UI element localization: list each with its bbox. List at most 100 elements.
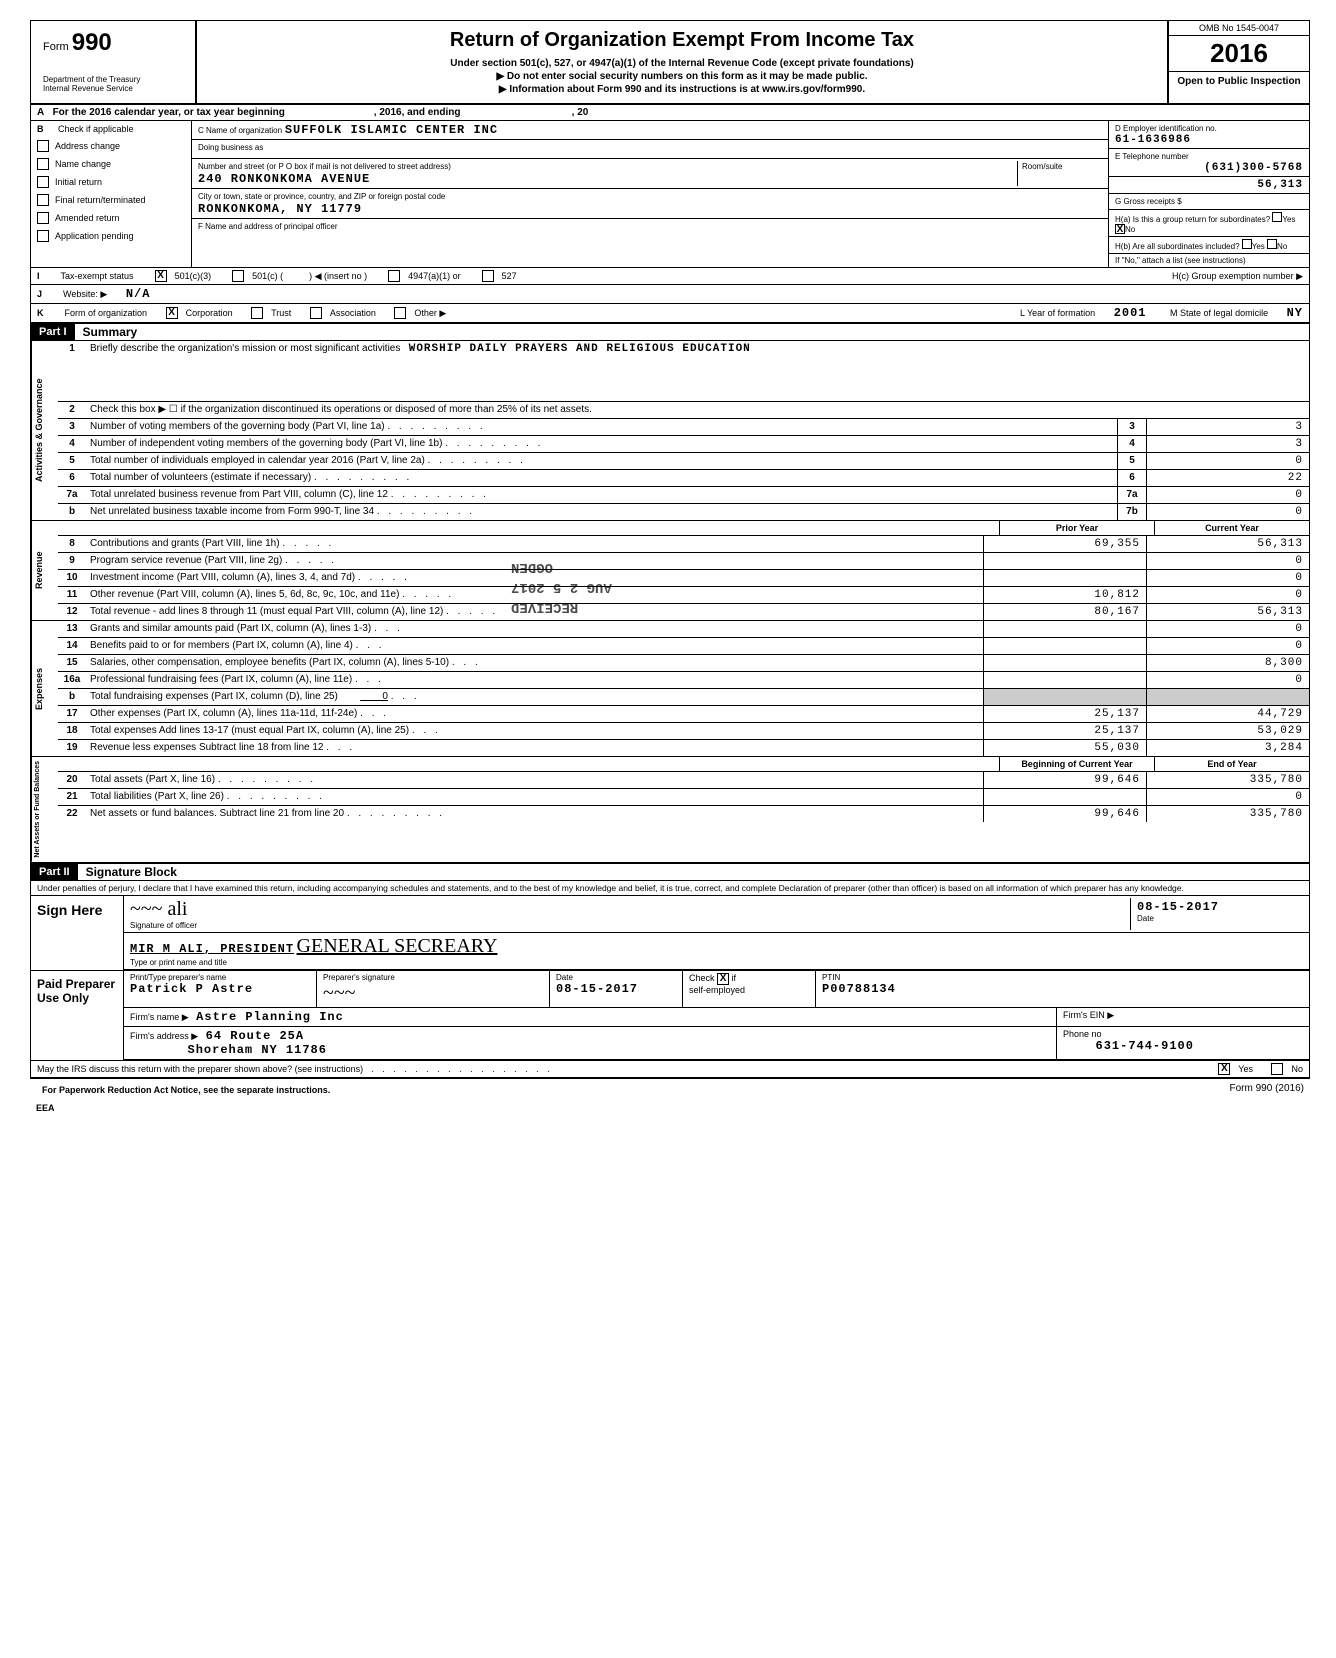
exp-line-16a: 16a Professional fundraising fees (Part … (58, 672, 1309, 689)
rev-line-10: 10 Investment income (Part VIII, column … (58, 570, 1309, 587)
phone-value: (631)300-5768 (1115, 162, 1303, 174)
section-b-through-h: B Check if applicable Address change Nam… (31, 121, 1309, 268)
label-name-change: Name change (55, 159, 111, 169)
org-name: SUFFOLK ISLAMIC CENTER INC (285, 123, 498, 137)
officer-title-handwritten: GENERAL SECREARY (297, 935, 498, 957)
check-name-change[interactable] (37, 158, 49, 170)
check-4947[interactable] (388, 270, 400, 282)
check-label: Check (689, 973, 715, 983)
part-2-header-row: Part II Signature Block (31, 864, 1309, 881)
phone-no-label: Phone no (1063, 1029, 1102, 1039)
ha-no-check[interactable] (1115, 224, 1125, 234)
check-self-employed[interactable] (717, 973, 729, 985)
prep-name-label: Print/Type preparer's name (130, 973, 310, 982)
row-i-tax-status: I Tax-exempt status 501(c)(3) 501(c) ( )… (31, 268, 1309, 285)
ha-yes-check[interactable] (1272, 212, 1282, 222)
org-address: 240 RONKONKOMA AVENUE (198, 172, 370, 186)
row-j-letter: J (37, 289, 42, 299)
label-address-change: Address change (55, 141, 120, 151)
gov-line-6: 6 Total number of volunteers (estimate i… (58, 470, 1309, 487)
col-prior-year: Prior Year (999, 521, 1154, 535)
label-final-return: Final return/terminated (55, 195, 146, 205)
rev-line-11: 11 Other revenue (Part VIII, column (A),… (58, 587, 1309, 604)
check-501c3[interactable] (155, 270, 167, 282)
discuss-no-check[interactable] (1271, 1063, 1283, 1075)
firm-addr-2: Shoreham NY 11786 (188, 1043, 327, 1057)
row-i-label: Tax-exempt status (61, 271, 134, 281)
firm-phone: 631-744-9100 (1096, 1039, 1194, 1053)
date-label: Date (1137, 914, 1297, 923)
opt-other: Other ▶ (414, 308, 446, 319)
hb-no: No (1277, 242, 1287, 251)
side-label-revenue: Revenue (31, 521, 58, 620)
room-label: Room/suite (1022, 162, 1062, 171)
check-other[interactable] (394, 307, 406, 319)
exp-line-15: 15 Salaries, other compensation, employe… (58, 655, 1309, 672)
form-header: Form 990 Department of the Treasury Inte… (31, 21, 1309, 105)
column-b-checkboxes: B Check if applicable Address change Nam… (31, 121, 192, 267)
governance-section: Activities & Governance 1 Briefly descri… (31, 341, 1309, 521)
check-association[interactable] (310, 307, 322, 319)
hb-no-check[interactable] (1267, 239, 1277, 249)
net-line-21: 21 Total liabilities (Part X, line 26) .… (58, 789, 1309, 806)
row-a-mid: , 2016, and ending (374, 107, 461, 118)
check-trust[interactable] (251, 307, 263, 319)
if-label: if (732, 973, 737, 983)
check-501c[interactable] (232, 270, 244, 282)
hb-yes: Yes (1252, 242, 1265, 251)
row-a-end: , 20 (572, 107, 589, 118)
discuss-label: May the IRS discuss this return with the… (37, 1064, 363, 1074)
type-name-label: Type or print name and title (130, 958, 1303, 967)
opt-trust: Trust (271, 308, 291, 318)
hb-yes-check[interactable] (1242, 239, 1252, 249)
eea-label: EEA (30, 1101, 1310, 1115)
check-527[interactable] (482, 270, 494, 282)
check-final-return[interactable] (37, 194, 49, 206)
footer-row: For Paperwork Reduction Act Notice, see … (30, 1079, 1310, 1101)
check-corporation[interactable] (166, 307, 178, 319)
gross-receipts-value: 56,313 (1115, 179, 1303, 191)
discuss-yes: Yes (1238, 1064, 1253, 1074)
row-i-letter: I (37, 271, 40, 281)
check-app-pending[interactable] (37, 230, 49, 242)
column-c-org-info: C Name of organization SUFFOLK ISLAMIC C… (192, 121, 1109, 267)
paid-preparer-label: Paid Preparer Use Only (31, 971, 124, 1060)
check-address-change[interactable] (37, 140, 49, 152)
gov-line-3: 3 Number of voting members of the govern… (58, 419, 1309, 436)
h-note: If "No," attach a list (see instructions… (1115, 256, 1246, 265)
part-1-title: Summary (75, 325, 138, 339)
sig-officer-label: Signature of officer (130, 921, 1130, 930)
opt-527: 527 (502, 271, 517, 281)
rev-line-8: 8 Contributions and grants (Part VIII, l… (58, 536, 1309, 553)
gov-line-b: b Net unrelated business taxable income … (58, 504, 1309, 520)
d-ein-label: D Employer identification no. (1115, 124, 1217, 133)
opt-501c: 501(c) ( (252, 271, 283, 281)
side-label-expenses: Expenses (31, 621, 58, 756)
opt-501c-insert: ) ◀ (insert no ) (309, 271, 367, 282)
expenses-section: Expenses 13 Grants and similar amounts p… (31, 621, 1309, 757)
label-amended: Amended return (55, 213, 120, 223)
check-initial-return[interactable] (37, 176, 49, 188)
title-box: Return of Organization Exempt From Incom… (197, 21, 1169, 103)
opt-corporation: Corporation (186, 308, 233, 318)
hc-label: H(c) Group exemption number ▶ (1172, 271, 1303, 282)
discuss-row: May the IRS discuss this return with the… (31, 1061, 1309, 1078)
subtitle-3: ▶ Information about Form 990 and its ins… (207, 84, 1157, 95)
perjury-statement: Under penalties of perjury, I declare th… (31, 881, 1309, 895)
opt-501c3: 501(c)(3) (175, 271, 212, 281)
firm-name: Astre Planning Inc (196, 1010, 344, 1024)
prep-sig-label: Preparer's signature (323, 973, 543, 982)
col-end-year: End of Year (1154, 757, 1309, 771)
check-amended[interactable] (37, 212, 49, 224)
discuss-yes-check[interactable] (1218, 1063, 1230, 1075)
exp-line-18: 18 Total expenses Add lines 13-17 (must … (58, 723, 1309, 740)
net-assets-section: Net Assets or Fund Balances Beginning of… (31, 757, 1309, 864)
omb-box: OMB No 1545-0047 2016 Open to Public Ins… (1169, 21, 1309, 103)
form-title: Return of Organization Exempt From Incom… (207, 29, 1157, 52)
paperwork-notice: For Paperwork Reduction Act Notice, see … (36, 1083, 336, 1097)
net-line-20: 20 Total assets (Part X, line 16) . . . … (58, 772, 1309, 789)
addr-label: Number and street (or P O box if mail is… (198, 162, 451, 171)
ha-no: No (1125, 225, 1135, 234)
ha-label: H(a) Is this a group return for subordin… (1115, 215, 1270, 224)
exp-line-14: 14 Benefits paid to or for members (Part… (58, 638, 1309, 655)
